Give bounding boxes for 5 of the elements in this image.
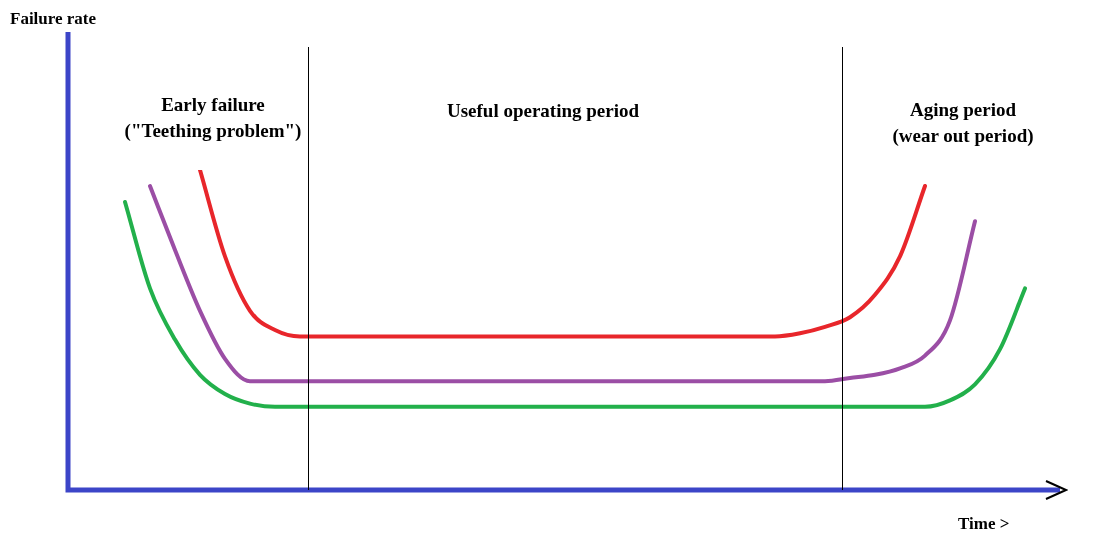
text: Failure rate [10, 8, 97, 30]
text: Early failure ("Teething problem") [123, 93, 303, 143]
text: Aging period (wear out period) [891, 98, 1035, 148]
x-axis-title: Time > [958, 513, 1010, 535]
text: Useful operating period [445, 99, 641, 123]
